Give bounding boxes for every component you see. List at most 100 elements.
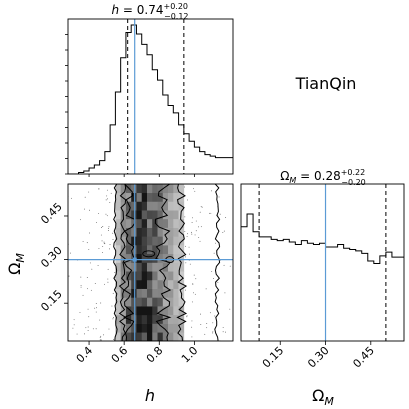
sample-dot: [87, 308, 89, 310]
sample-dot: [186, 316, 188, 318]
sample-dot: [100, 234, 102, 236]
density-cell: [168, 323, 174, 333]
density-cell: [136, 192, 143, 202]
density-cell: [173, 271, 179, 281]
sample-dot: [104, 283, 106, 285]
sample-dot: [73, 324, 75, 326]
sample-dot: [218, 196, 220, 198]
h-xtick-label: 0.6: [109, 344, 131, 366]
density-cell: [141, 271, 148, 281]
sample-dot: [88, 316, 90, 318]
density-cell: [125, 236, 132, 246]
joint-panel: 0.4 0.6 0.8 1.0 0.15 0.30 0.45 h ΩM: [5, 183, 234, 405]
density-cell: [136, 323, 143, 333]
density-cell: [115, 227, 121, 237]
density-cell: [162, 279, 169, 289]
density-cell: [152, 236, 158, 246]
density-cell: [152, 306, 158, 316]
density-cell: [146, 201, 153, 211]
sample-dot: [70, 197, 72, 199]
density-cell: [115, 332, 121, 341]
density-cell: [178, 218, 185, 228]
marginal-h-panel: h = 0.74+0.20 −0.12: [65, 2, 234, 177]
density-cell: [141, 227, 148, 237]
density-cell: [141, 210, 148, 220]
sample-dot: [223, 264, 225, 266]
sample-dot: [84, 196, 86, 198]
marginal-omega-panel: ΩM = 0.28+0.22 −0.20 0.15 0.30 0.45 ΩM: [240, 168, 405, 408]
sample-dot: [199, 240, 201, 242]
density-cell: [168, 271, 174, 281]
sample-dot: [86, 242, 88, 244]
density-cell: [168, 279, 174, 289]
density-cell: [115, 279, 121, 289]
density-cell: [115, 271, 121, 281]
density-cell: [146, 227, 153, 237]
density-cell: [168, 184, 174, 194]
sample-dot: [184, 216, 186, 218]
density-cell: [168, 314, 174, 324]
density-cell: [173, 201, 179, 211]
density-cell: [131, 184, 137, 194]
density-cell: [146, 314, 153, 324]
density-cell: [178, 297, 185, 307]
density-cell: [120, 297, 127, 307]
sample-dot: [186, 315, 188, 317]
sample-dot: [112, 338, 114, 340]
density-cell: [131, 262, 137, 272]
sample-dot: [110, 192, 112, 194]
density-cell: [125, 306, 132, 316]
density-cell: [146, 297, 153, 307]
sample-dot: [214, 315, 216, 317]
density-cell: [178, 253, 185, 263]
sample-dot: [189, 263, 191, 265]
density-cell: [157, 323, 164, 333]
density-cell: [168, 210, 174, 220]
sample-dot: [95, 303, 97, 305]
density-cell: [157, 210, 164, 220]
omega-xtick-label: 0.45: [350, 344, 377, 371]
density-cell: [120, 279, 127, 289]
marginal-h-histogram: [68, 24, 233, 174]
marginal-h-title: h = 0.74+0.20 −0.12: [111, 2, 188, 21]
sample-dot: [217, 282, 219, 284]
density-cell: [125, 297, 132, 307]
density-cell: [168, 201, 174, 211]
density-cell: [157, 288, 164, 298]
sample-dot: [114, 272, 116, 273]
sample-dot: [76, 333, 78, 335]
sample-dot: [222, 232, 224, 233]
density-cell: [115, 323, 121, 333]
density-cell: [173, 323, 179, 333]
density-cell: [125, 192, 132, 202]
sample-dot: [108, 248, 110, 250]
density-cell: [157, 279, 164, 289]
omega-ytick-label: 0.15: [38, 287, 65, 314]
density-cell: [152, 279, 158, 289]
density-cell: [168, 297, 174, 307]
marginal-h-step: [68, 24, 233, 174]
sample-dot: [108, 226, 110, 228]
sample-dot: [225, 216, 227, 218]
density-cell: [120, 184, 127, 194]
sample-dot: [100, 335, 102, 337]
sample-dot: [200, 226, 202, 228]
density-cell: [131, 332, 137, 341]
sample-dot: [102, 245, 104, 247]
sample-dot: [82, 240, 84, 242]
density-cell: [157, 236, 164, 246]
sample-dot: [102, 251, 103, 253]
density-cell: [146, 184, 153, 194]
density-cell: [173, 288, 179, 298]
density-cell: [173, 218, 179, 228]
density-cell: [157, 306, 164, 316]
sample-dot: [229, 308, 231, 310]
sample-dot: [188, 246, 190, 248]
sample-dot: [209, 312, 211, 314]
density-cell: [131, 271, 137, 281]
sample-dot: [212, 322, 214, 324]
sample-dot: [73, 319, 75, 321]
density-cell: [146, 218, 153, 228]
sample-dot: [96, 307, 97, 309]
sample-dot: [195, 278, 197, 280]
